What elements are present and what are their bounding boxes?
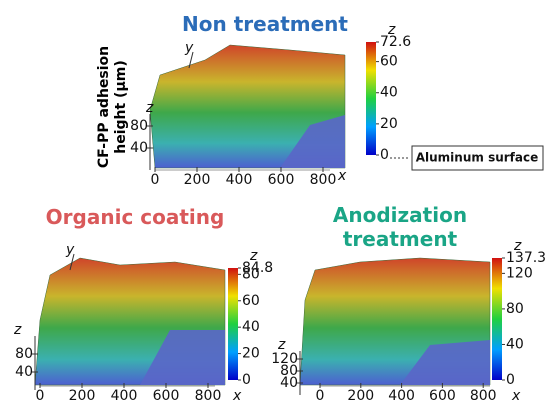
colorbar-tick-label: 80 (506, 301, 524, 317)
colorbar (366, 42, 376, 155)
colorbar-tick-label: 60 (242, 293, 260, 309)
z-tick-label: 40 (15, 364, 33, 380)
x-label: x (232, 388, 242, 404)
z-label: z (145, 100, 154, 116)
annotation: Aluminum surface (416, 151, 539, 165)
z-label: z (13, 322, 22, 338)
x-tick-label: 800 (195, 388, 222, 404)
colorbar-tick-label: 72.6 (380, 34, 411, 50)
colorbar-tick-label: 40 (506, 336, 524, 352)
x-tick-label: 400 (388, 388, 415, 404)
x-tick-label: 0 (36, 388, 45, 404)
x-tick-label: 600 (153, 388, 180, 404)
colorbar-tick-label: 20 (380, 116, 398, 132)
z-tick-label: 40 (130, 140, 148, 156)
colorbar-tick-label: 40 (380, 85, 398, 101)
x-tick-label: 800 (470, 388, 497, 404)
colorbar-tick-label: 0 (242, 372, 251, 388)
x-tick-label: 400 (111, 388, 138, 404)
z-tick-label: 120 (271, 351, 298, 367)
colorbar (492, 258, 502, 380)
colorbar-tick-label: 20 (242, 346, 260, 362)
panel-title: Anodization treatment (320, 203, 480, 251)
colorbar-tick-label: 120 (506, 265, 533, 281)
x-tick-label: 200 (347, 388, 374, 404)
panel-title: Organic coating (40, 205, 230, 229)
x-tick-label: 400 (226, 172, 253, 188)
x-tick-label: 200 (69, 388, 96, 404)
x-tick-label: 800 (310, 172, 337, 188)
panel-title: Non treatment (160, 12, 370, 36)
z-tick-label: 80 (130, 118, 148, 134)
x-label: x (337, 168, 347, 184)
colorbar-tick-label: 0 (506, 372, 515, 388)
x-tick-label: 200 (184, 172, 211, 188)
colorbar-tick-label: 60 (380, 54, 398, 70)
colorbar-tick-label: 137.3 (506, 250, 546, 266)
x-tick-label: 600 (268, 172, 295, 188)
colorbar-tick-label: 0 (380, 147, 389, 163)
colorbar-tick-label: 40 (242, 319, 260, 335)
figure: 0200400600800xyz4080z020406072.6Aluminum… (0, 0, 548, 405)
x-tick-label: 0 (151, 172, 160, 188)
colorbar (228, 268, 238, 380)
x-tick-label: 0 (316, 388, 325, 404)
x-tick-label: 600 (429, 388, 456, 404)
z-tick-label: 80 (15, 346, 33, 362)
colorbar-tick-label: 84.8 (242, 260, 273, 276)
axis-title: CF-PP adhesion height (μm) (96, 27, 130, 187)
x-label: x (511, 388, 521, 404)
